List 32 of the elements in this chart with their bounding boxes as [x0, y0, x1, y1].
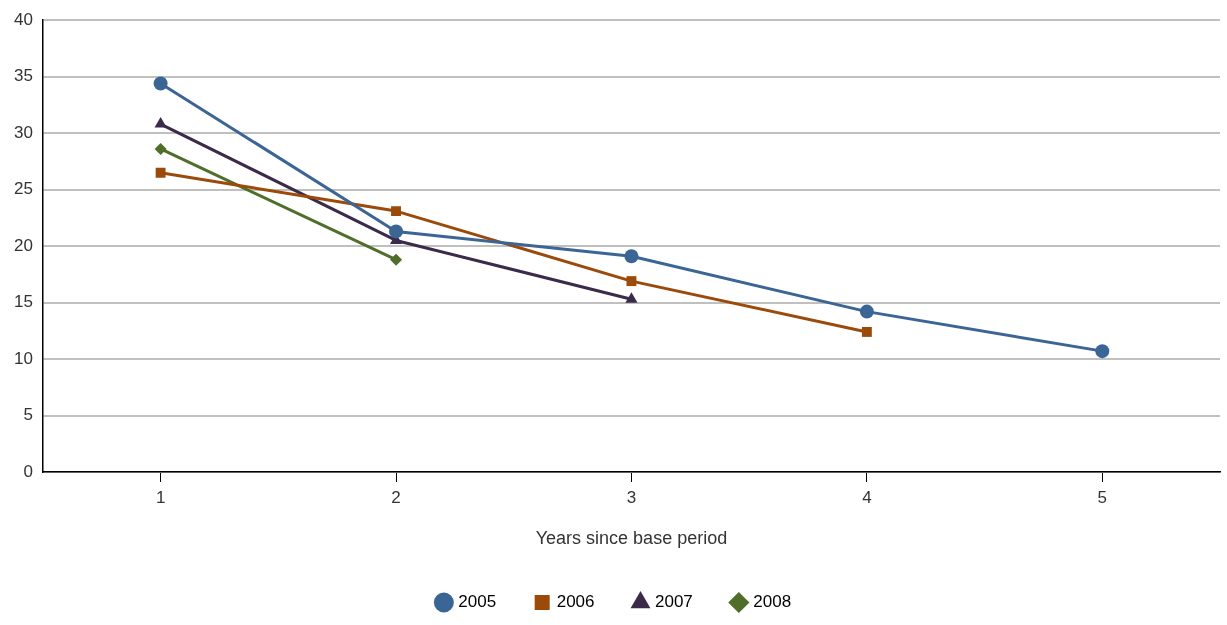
- point: [626, 276, 637, 287]
- x-tick-label: 5: [1097, 487, 1108, 507]
- point: [154, 117, 167, 128]
- y-tick-label: 20: [13, 235, 33, 255]
- y-tick-label: 35: [13, 66, 33, 86]
- legend-label: 2006: [556, 592, 595, 612]
- point: [859, 304, 874, 319]
- y-tick-label: 25: [13, 179, 33, 199]
- y-tick-label: 10: [13, 348, 33, 368]
- legend-label: 2008: [753, 592, 792, 612]
- point: [625, 292, 638, 303]
- point: [389, 224, 404, 239]
- y-tick-label: 15: [13, 292, 33, 312]
- point: [153, 76, 168, 91]
- y-tick-label: 40: [13, 9, 33, 29]
- point: [1095, 344, 1110, 359]
- point: [391, 206, 401, 217]
- legend-label: 2005: [458, 592, 497, 612]
- x-axis-title: Years since base period: [535, 528, 728, 549]
- y-tick-label: 0: [23, 461, 33, 481]
- x-tick-label: 4: [862, 487, 872, 507]
- legend-label: 2007: [655, 592, 693, 612]
- x-tick-label: 1: [155, 487, 166, 507]
- point: [861, 326, 872, 337]
- point: [154, 142, 167, 155]
- point: [390, 253, 403, 266]
- x-tick-label: 2: [391, 487, 401, 507]
- point: [624, 249, 639, 264]
- point: [155, 167, 166, 178]
- y-tick-label: 5: [23, 405, 33, 425]
- x-tick-label: 3: [626, 487, 637, 507]
- y-tick-label: 30: [13, 122, 33, 142]
